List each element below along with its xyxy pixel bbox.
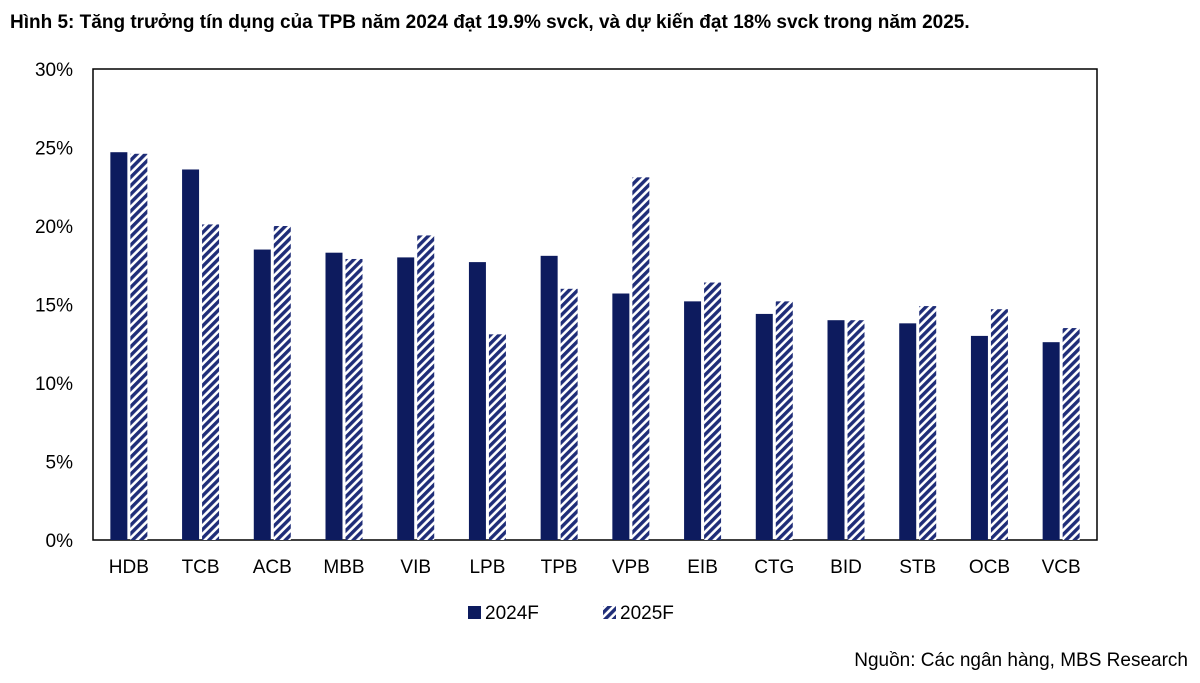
x-tick-label: HDB — [109, 557, 149, 578]
x-tick-label: TPB — [541, 557, 578, 578]
x-tick-label: ACB — [253, 557, 292, 578]
bar-2024F-VCB — [1042, 342, 1060, 540]
y-tick-label: 10% — [35, 374, 73, 395]
bar-2024F-BID — [827, 320, 845, 540]
x-tick-label: MBB — [323, 557, 364, 578]
bar-2025F-TPB — [560, 288, 578, 540]
x-tick-label: TCB — [182, 557, 220, 578]
x-tick-label: LPB — [469, 557, 505, 578]
bar-2025F-MBB — [345, 258, 363, 540]
bar-2025F-EIB — [704, 282, 722, 540]
bar-2024F-VPB — [612, 293, 630, 540]
x-tick-label: EIB — [687, 557, 718, 578]
bar-chart: 0% 5% 10% 15% 20% 25% 30% HDB TCB ACB MBB VIB LPB TP… — [35, 60, 1098, 624]
legend-swatch-2025F — [603, 606, 616, 619]
chart-title: Hình 5: Tăng trưởng tín dụng của TPB năm… — [10, 12, 970, 33]
y-tick-label: 20% — [35, 217, 73, 238]
x-tick-label: VCB — [1042, 557, 1081, 578]
bar-2025F-VPB — [632, 177, 650, 540]
bar-2024F-EIB — [684, 301, 702, 540]
bar-2025F-VCB — [1062, 328, 1080, 540]
source-note: Nguồn: Các ngân hàng, MBS Research — [854, 650, 1188, 671]
bar-2024F-VIB — [397, 257, 415, 540]
x-tick-label: CTG — [754, 557, 794, 578]
bar-2025F-STB — [919, 306, 937, 540]
bar-2024F-HDB — [110, 152, 128, 540]
legend: 2024F 2025F — [468, 603, 674, 624]
y-tick-label: 5% — [46, 453, 74, 474]
bar-2025F-HDB — [130, 153, 148, 540]
legend-swatch-2024F — [468, 606, 481, 619]
bar-2024F-MBB — [325, 252, 343, 540]
bar-2025F-CTG — [775, 301, 793, 540]
bar-2025F-BID — [847, 320, 865, 540]
y-tick-label: 0% — [46, 531, 74, 552]
y-tick-label: 15% — [35, 296, 73, 317]
bar-2025F-ACB — [273, 226, 291, 540]
y-axis-ticks: 0% 5% 10% 15% 20% 25% 30% — [35, 60, 73, 552]
bar-2025F-VIB — [417, 235, 435, 541]
bar-2024F-CTG — [755, 313, 773, 540]
legend-label-2024F: 2024F — [485, 603, 539, 624]
bar-2025F-TCB — [202, 224, 220, 540]
x-tick-label: BID — [830, 557, 862, 578]
x-tick-label: VIB — [400, 557, 431, 578]
bar-2025F-OCB — [990, 309, 1008, 540]
bar-2024F-LPB — [468, 262, 486, 540]
bar-2024F-STB — [899, 323, 917, 540]
bar-2024F-ACB — [253, 249, 271, 541]
x-axis-ticks: HDB TCB ACB MBB VIB LPB TPB VPB EIB CTG BID STB OCB V… — [109, 557, 1081, 578]
y-tick-label: 30% — [35, 60, 73, 81]
bar-2025F-LPB — [488, 334, 506, 540]
y-tick-label: 25% — [35, 139, 73, 160]
x-tick-label: VPB — [612, 557, 650, 578]
x-tick-label: OCB — [969, 557, 1010, 578]
x-tick-label: STB — [899, 557, 936, 578]
plot-area-frame — [92, 68, 1098, 541]
bar-2024F-OCB — [970, 335, 988, 540]
bar-2024F-TPB — [540, 255, 558, 540]
bar-2024F-TCB — [182, 169, 200, 541]
legend-label-2025F: 2025F — [620, 603, 674, 624]
bars — [110, 152, 1080, 541]
